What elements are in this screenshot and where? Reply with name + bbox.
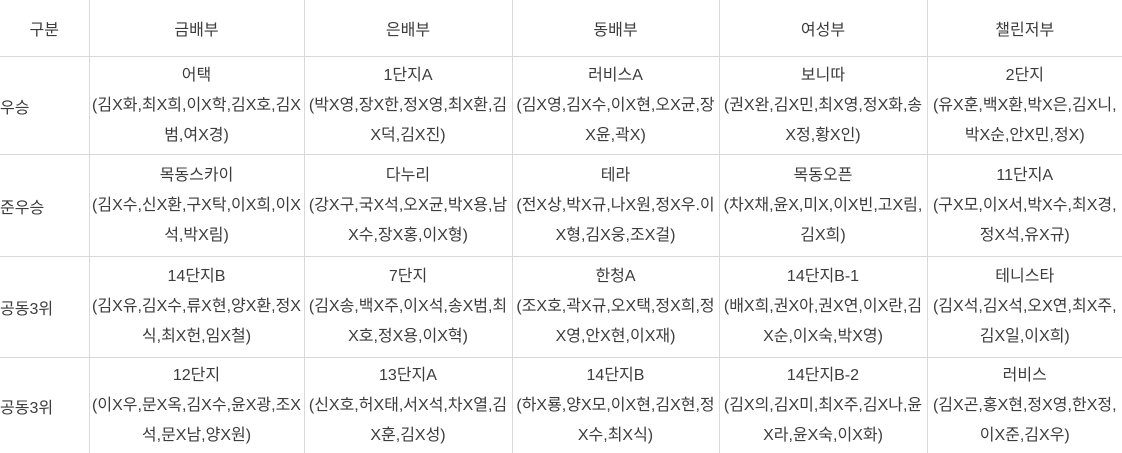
team-members: (김X화,최X희,이X학,김X호,김X범,여X경) xyxy=(92,96,301,144)
result-cell: 13단지A (신X호,허X태,서X석,차X열,김X훈,김X성) xyxy=(303,357,513,453)
team-members: (유X훈,백X환,박X은,김X니,박X순,안X민,정X) xyxy=(932,96,1117,144)
team-members: (구X모,이X서,박X수,최X경,정X석,유X규) xyxy=(932,196,1117,244)
team-name: 14단지B-2 xyxy=(786,366,860,384)
table-row-joint-third-2: 공동3위 12단지 (이X우,문X옥,김X수,윤X광,조X석,문X남,양X원) … xyxy=(0,357,1122,453)
team-members: (박X영,장X한,정X영,최X환,김X덕,김X진) xyxy=(308,96,508,144)
team-name: 1단지A xyxy=(383,66,433,84)
team-members: (권X완,김X민,최X영,정X화,송X정,황X인) xyxy=(723,96,923,144)
team-name: 테니스타 xyxy=(995,268,1055,285)
team-name: 2단지 xyxy=(1005,66,1044,84)
team-name: 14단지B-1 xyxy=(786,268,860,285)
team-members: (신X호,허X태,서X석,차X열,김X훈,김X성) xyxy=(308,396,508,444)
rank-cell: 우승 xyxy=(0,56,90,155)
result-cell: 14단지B-1 (배X희,권X아,권X연,이X란,김X순,이X숙,박X영) xyxy=(718,256,928,358)
team-members: (강X구,국X석,오X균,박X용,남X수,장X홍,이X형) xyxy=(308,196,508,244)
column-header-gold-division: 금배부 xyxy=(88,0,305,57)
result-cell: 보니따 (권X완,김X민,최X영,정X화,송X정,황X인) xyxy=(718,56,928,155)
result-cell: 2단지 (유X훈,백X환,박X은,김X니,박X순,안X민,정X) xyxy=(926,56,1122,155)
team-members: (김X영,김X수,이X현,오X균,장X윤,곽X) xyxy=(516,96,715,144)
team-name: 러비스A xyxy=(588,66,643,84)
rank-cell: 준우승 xyxy=(0,154,90,257)
result-cell: 7단지 (김X송,백X주,이X석,송X범,최X호,정X용,이X혁) xyxy=(303,256,513,358)
team-name: 목동스카이 xyxy=(159,166,234,184)
team-members: (차X채,윤X,미X,이X빈,고X림,김X희) xyxy=(723,196,923,244)
team-members: (김X의,김X미,최X주,김X나,윤X라,윤X숙,이X화) xyxy=(723,396,923,444)
team-name: 12단지 xyxy=(172,366,221,384)
table-row-runner-up: 준우승 목동스카이 (김X수,신X환,구X탁,이X희,이X석,박X림) 다누리 … xyxy=(0,154,1122,257)
team-name: 14단지B xyxy=(586,366,645,384)
result-cell: 한청A (조X호,곽X규,오X택,정X희,정X영,안X현,이X재) xyxy=(511,256,720,358)
result-cell: 11단지A (구X모,이X서,박X수,최X경,정X석,유X규) xyxy=(926,154,1122,257)
team-members: (전X상,박X규,나X원,정X우.이X형,김X웅,조X걸) xyxy=(516,196,715,244)
team-members: (김X석,김X석,오X연,최X주,김X일,이X희) xyxy=(932,298,1117,345)
column-header-gubun: 구분 xyxy=(0,0,90,57)
result-cell: 14단지B (김X유,김X수,류X현,양X환,정X식,최X헌,임X철) xyxy=(88,256,305,358)
result-cell: 목동오픈 (차X채,윤X,미X,이X빈,고X림,김X희) xyxy=(718,154,928,257)
team-name: 보니따 xyxy=(800,66,846,84)
column-header-bronze-division: 동배부 xyxy=(511,0,720,57)
result-cell: 14단지B-2 (김X의,김X미,최X주,김X나,윤X라,윤X숙,이X화) xyxy=(718,357,928,453)
team-name: 7단지 xyxy=(388,268,428,285)
team-members: (김X곤,홍X현,정X영,한X정,이X준,김X우) xyxy=(932,396,1117,444)
result-cell: 1단지A (박X영,장X한,정X영,최X환,김X덕,김X진) xyxy=(303,56,513,155)
header-row: 구분 금배부 은배부 동배부 여성부 챌린저부 xyxy=(0,0,1122,57)
result-cell: 러비스 (김X곤,홍X현,정X영,한X정,이X준,김X우) xyxy=(926,357,1122,453)
team-name: 11단지A xyxy=(996,166,1054,184)
team-members: (김X송,백X주,이X석,송X범,최X호,정X용,이X혁) xyxy=(308,298,508,345)
team-name: 다누리 xyxy=(385,166,431,184)
team-members: (하X룡,양X모,이X현,김X현,정X수,최X식) xyxy=(516,396,715,444)
team-name: 목동오픈 xyxy=(793,166,853,184)
team-members: (김X유,김X수,류X현,양X환,정X식,최X헌,임X철) xyxy=(92,298,301,345)
team-members: (조X호,곽X규,오X택,정X희,정X영,안X현,이X재) xyxy=(516,298,715,345)
column-header-challenger-division: 챌린저부 xyxy=(926,0,1122,57)
team-name: 14단지B xyxy=(167,268,226,285)
rank-cell: 공동3위 xyxy=(0,357,90,453)
team-members: (배X희,권X아,권X연,이X란,김X순,이X숙,박X영) xyxy=(723,298,923,345)
team-name: 어택 xyxy=(181,66,212,84)
team-members: (김X수,신X환,구X탁,이X희,이X석,박X림) xyxy=(92,196,301,244)
column-header-silver-division: 은배부 xyxy=(303,0,513,57)
team-name: 테라 xyxy=(600,166,631,184)
table-row-joint-third-1: 공동3위 14단지B (김X유,김X수,류X현,양X환,정X식,최X헌,임X철)… xyxy=(0,256,1122,358)
result-cell: 어택 (김X화,최X희,이X학,김X호,김X범,여X경) xyxy=(88,56,305,155)
column-header-womens-division: 여성부 xyxy=(718,0,928,57)
team-name: 13단지A xyxy=(379,366,437,384)
rank-cell: 공동3위 xyxy=(0,256,90,358)
team-name: 러비스 xyxy=(1002,366,1047,384)
result-cell: 테라 (전X상,박X규,나X원,정X우.이X형,김X웅,조X걸) xyxy=(511,154,720,257)
result-cell: 테니스타 (김X석,김X석,오X연,최X주,김X일,이X희) xyxy=(926,256,1122,358)
result-cell: 14단지B (하X룡,양X모,이X현,김X현,정X수,최X식) xyxy=(511,357,720,453)
result-cell: 목동스카이 (김X수,신X환,구X탁,이X희,이X석,박X림) xyxy=(88,154,305,257)
team-members: (이X우,문X옥,김X수,윤X광,조X석,문X남,양X원) xyxy=(92,396,301,444)
result-cell: 러비스A (김X영,김X수,이X현,오X균,장X윤,곽X) xyxy=(511,56,720,155)
team-name: 한청A xyxy=(595,268,636,285)
result-cell: 다누리 (강X구,국X석,오X균,박X용,남X수,장X홍,이X형) xyxy=(303,154,513,257)
result-cell: 12단지 (이X우,문X옥,김X수,윤X광,조X석,문X남,양X원) xyxy=(88,357,305,453)
table-row-winner: 우승 어택 (김X화,최X희,이X학,김X호,김X범,여X경) 1단지A (박X… xyxy=(0,56,1122,155)
